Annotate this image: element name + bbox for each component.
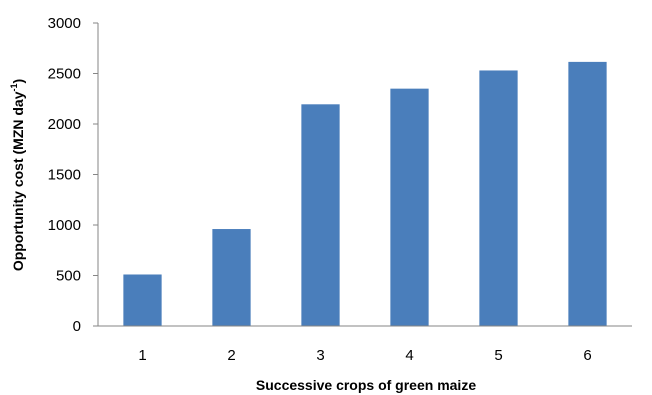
bar <box>301 104 340 327</box>
x-tick-label: 2 <box>227 347 235 364</box>
bar <box>568 61 607 326</box>
y-tick-label: 2500 <box>48 66 81 83</box>
y-axis-title-main: Opportunity cost (MZN day <box>10 91 26 271</box>
y-axis-title-suffix: ) <box>10 79 26 84</box>
y-axis-ticks: 0 500 1000 1500 2000 2500 3000 <box>48 15 98 335</box>
x-axis-ticks: 1 2 3 4 5 6 <box>138 347 591 364</box>
x-tick-label: 6 <box>583 347 591 364</box>
y-tick-label: 1500 <box>48 167 81 184</box>
x-tick-label: 3 <box>316 347 324 364</box>
bar <box>123 274 162 326</box>
x-tick-label: 5 <box>494 347 502 364</box>
x-tick-label: 4 <box>405 347 413 364</box>
bar <box>212 229 251 326</box>
bar <box>479 70 518 326</box>
x-tick-label: 1 <box>138 347 146 364</box>
y-tick-label: 1000 <box>48 217 81 234</box>
y-tick-label: 3000 <box>48 15 81 32</box>
y-tick-label: 0 <box>73 318 81 335</box>
y-axis-title-superscript: -1 <box>9 83 19 91</box>
y-tick-label: 2000 <box>48 116 81 133</box>
y-tick-label: 500 <box>56 268 81 285</box>
bars <box>123 61 607 327</box>
x-axis-title: Successive crops of green maize <box>256 377 476 393</box>
bar <box>390 88 429 327</box>
y-axis-title: Opportunity cost (MZN day-1) <box>9 79 26 271</box>
